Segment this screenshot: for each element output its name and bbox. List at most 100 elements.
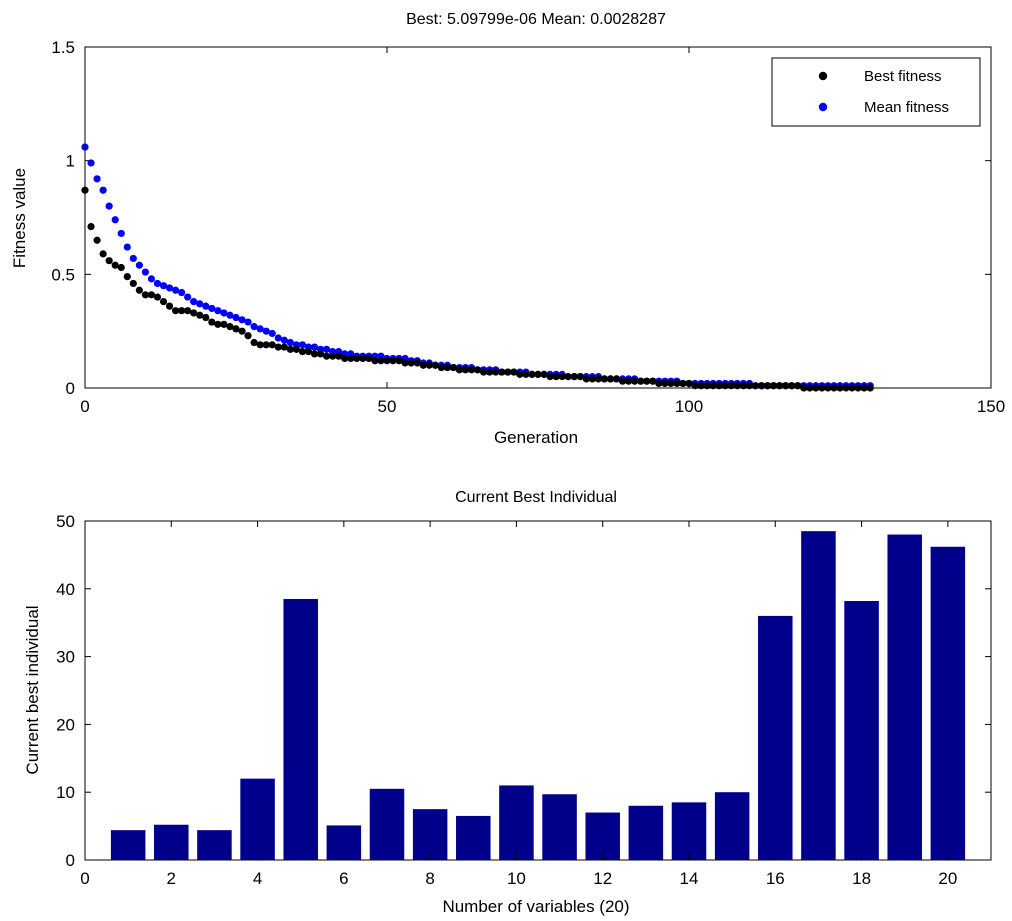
fitness-plot-ylabel: Fitness value <box>10 168 29 268</box>
best-fitness-point <box>474 366 482 374</box>
mean-fitness-point <box>268 329 276 338</box>
best-fitness-point <box>310 350 319 358</box>
best-fitness-point <box>776 382 784 390</box>
mean-fitness-point <box>232 313 240 322</box>
y-tick-label: 0.5 <box>51 265 75 284</box>
mean-fitness-point <box>105 202 113 210</box>
best-fitness-point <box>449 363 458 372</box>
best-fitness-point <box>534 370 542 378</box>
y-tick-label: 1.5 <box>51 38 75 57</box>
best-fitness-point <box>87 222 95 231</box>
mean-fitness-point <box>323 345 331 353</box>
best-fitness-point <box>516 370 524 378</box>
best-fitness-point <box>528 370 536 378</box>
best-fitness-point <box>359 354 367 363</box>
best-fitness-point <box>769 382 778 390</box>
best-fitness-point <box>504 368 512 376</box>
best-fitness-point <box>413 359 421 367</box>
mean-fitness-point <box>165 284 174 292</box>
individual-plot-bars <box>110 531 966 860</box>
bar <box>283 598 318 860</box>
best-fitness-point <box>498 368 506 376</box>
best-fitness-point <box>238 327 246 335</box>
best-fitness-point <box>570 373 578 381</box>
bar <box>110 830 146 860</box>
mean-fitness-point <box>202 302 210 310</box>
x-tick-label: 100 <box>675 397 703 416</box>
best-fitness-point <box>389 357 397 365</box>
mean-fitness-point <box>93 175 101 183</box>
y-tick-label: 30 <box>56 648 75 667</box>
best-fitness-point <box>316 350 325 358</box>
best-fitness-point <box>467 366 476 374</box>
best-fitness-point <box>824 384 832 392</box>
best-fitness-point <box>594 375 603 383</box>
mean-fitness-point <box>256 325 264 333</box>
x-tick-label: 150 <box>977 397 1005 416</box>
best-fitness-point <box>220 320 228 328</box>
mean-fitness-point <box>226 311 234 319</box>
mean-fitness-point <box>147 275 156 283</box>
best-fitness-point <box>250 338 258 347</box>
best-fitness-point <box>582 375 590 383</box>
best-fitness-point <box>335 352 343 360</box>
mean-fitness-point <box>208 304 216 313</box>
best-fitness-point <box>854 384 862 392</box>
best-fitness-point <box>81 186 89 194</box>
best-fitness-point <box>323 352 331 360</box>
mean-fitness-point <box>184 293 192 301</box>
y-tick-label: 20 <box>56 715 75 734</box>
x-tick-label: 50 <box>378 397 397 416</box>
best-fitness-point <box>649 377 657 385</box>
bar <box>758 615 793 860</box>
best-fitness-point <box>606 375 615 383</box>
best-fitness-point <box>129 279 137 288</box>
best-fitness-point <box>208 318 216 326</box>
y-tick-label: 10 <box>56 783 75 802</box>
legend: Best fitness Mean fitness <box>771 57 981 127</box>
legend-box <box>771 57 981 127</box>
individual-plot-ticks: 0 2 4 6 8 10 12 14 16 18 20 0 10 20 30 40 50 <box>56 512 991 888</box>
best-fitness-point <box>226 323 234 331</box>
best-fitness-point <box>643 377 651 385</box>
individual-plot-xlabel: Number of variables (20) <box>442 897 629 916</box>
best-fitness-point <box>806 384 814 392</box>
best-fitness-point <box>371 357 379 365</box>
bar <box>197 830 232 860</box>
best-fitness-point <box>123 273 131 281</box>
best-fitness-point <box>244 332 252 340</box>
individual-plot-ylabel: Current best individual <box>23 605 42 774</box>
best-fitness-point <box>172 307 180 315</box>
mean-fitness-point <box>178 288 186 297</box>
bar <box>887 534 922 860</box>
best-fitness-point <box>866 384 874 392</box>
best-fitness-point <box>425 361 433 369</box>
mean-fitness-point <box>250 323 258 331</box>
best-fitness-point <box>486 368 494 376</box>
best-fitness-point <box>703 382 711 390</box>
mean-fitness-point <box>99 186 107 194</box>
best-fitness-point <box>546 373 554 381</box>
best-fitness-point <box>268 341 276 349</box>
x-tick-label: 14 <box>680 869 699 888</box>
best-fitness-point <box>751 382 760 390</box>
mean-fitness-point <box>262 327 270 335</box>
best-fitness-point <box>437 363 445 372</box>
fitness-plot-markers <box>81 143 874 392</box>
best-fitness-point <box>860 384 868 392</box>
best-fitness-point <box>733 382 741 390</box>
best-fitness-point <box>522 370 530 378</box>
best-fitness-point <box>673 379 681 388</box>
mean-fitness-point <box>214 307 222 315</box>
best-fitness-point <box>739 382 747 390</box>
best-fitness-point <box>292 345 300 353</box>
best-fitness-point <box>794 382 802 390</box>
best-fitness-point <box>842 384 850 392</box>
y-tick-label: 0 <box>66 379 75 398</box>
bar <box>585 812 620 860</box>
best-fitness-point <box>661 379 669 388</box>
best-fitness-point <box>256 341 264 349</box>
best-fitness-point <box>298 348 307 356</box>
best-fitness-point <box>111 261 119 269</box>
